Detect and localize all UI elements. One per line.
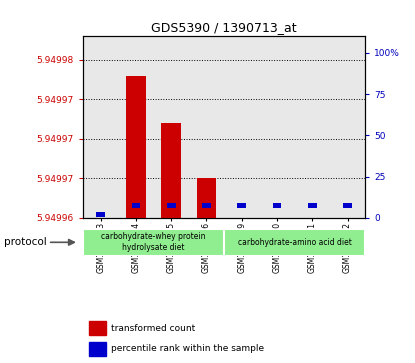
Bar [96,212,105,217]
Bar [237,203,246,208]
Bar [167,203,176,208]
Bar [338,218,357,352]
Text: protocol: protocol [4,237,47,248]
Bar [273,203,281,208]
Bar [303,218,322,281]
Bar [267,218,287,313]
Bar [308,203,317,208]
Bar [132,203,140,208]
Text: percentile rank within the sample: percentile rank within the sample [111,344,264,354]
Bar [197,178,216,218]
Bar [83,229,224,256]
Bar [89,342,106,356]
Title: GDS5390 / 1390713_at: GDS5390 / 1390713_at [151,21,297,34]
Bar [161,123,181,218]
Text: carbohydrate-amino acid diet: carbohydrate-amino acid diet [238,238,352,247]
Bar [232,218,251,257]
Bar [202,203,211,208]
Bar [126,76,146,218]
Bar [224,229,365,256]
Text: carbohydrate-whey protein
hydrolysate diet: carbohydrate-whey protein hydrolysate di… [101,232,206,252]
Text: transformed count: transformed count [111,324,195,333]
Bar [89,322,106,335]
Bar [343,203,352,208]
